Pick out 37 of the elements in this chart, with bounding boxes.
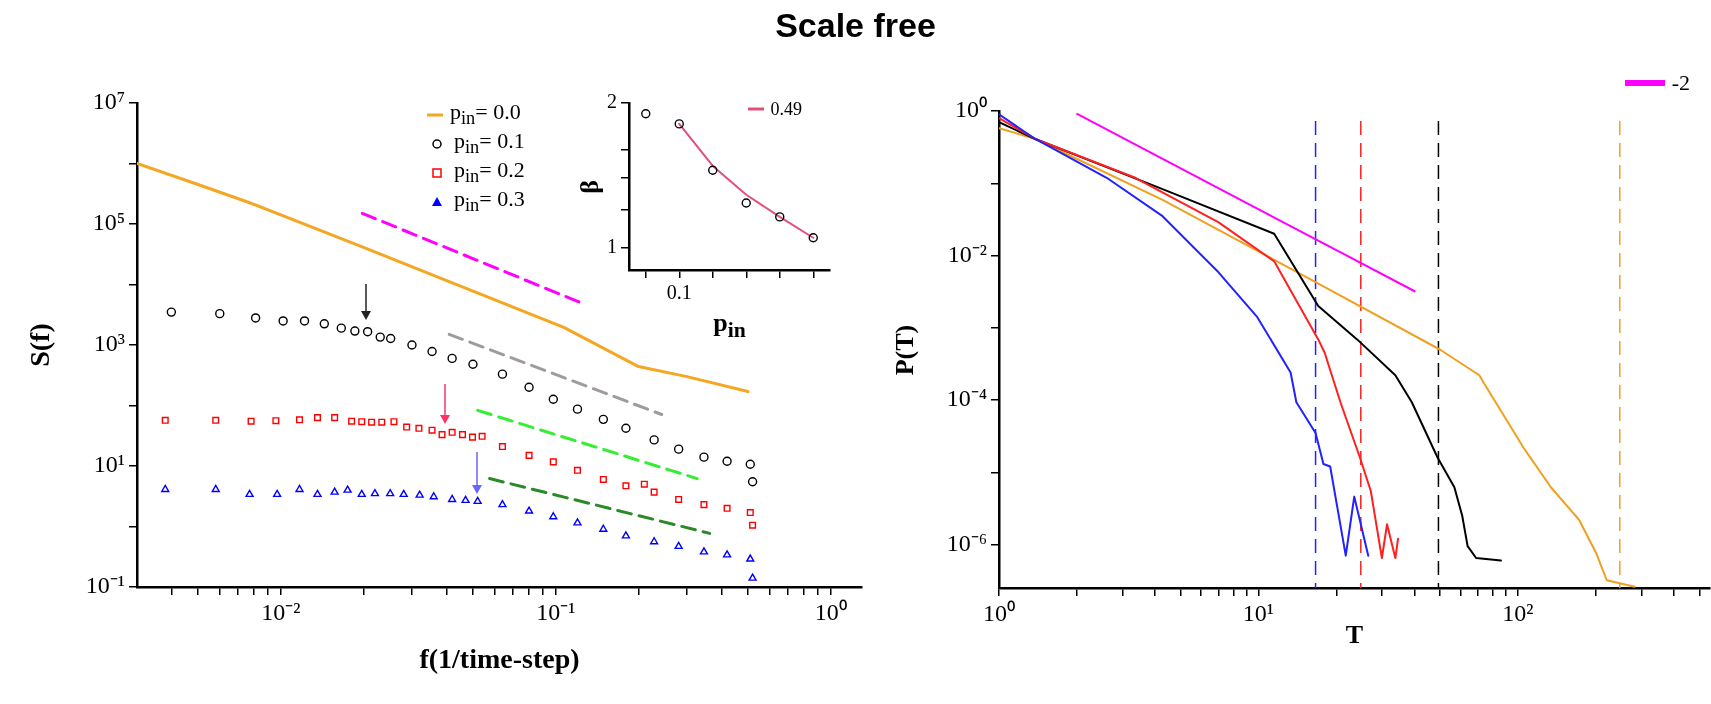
legend-label: p$_{in}$= 0.3 <box>454 186 525 216</box>
point <box>674 119 684 129</box>
y-tick-label: 10⁻⁴ <box>946 385 987 412</box>
y-tick-label: 10¹ <box>93 451 125 478</box>
x-axis-title: p$_{in}$ <box>713 308 746 343</box>
x-tick-label: 10¹ <box>1242 599 1275 626</box>
x-axis-title: T <box>1345 620 1364 649</box>
y-tick-label: 10⁷ <box>92 88 125 115</box>
legend-label: p$_{in}$= 0.1 <box>454 128 525 158</box>
y-tick-label: 10³ <box>93 330 125 357</box>
y-tick-label: 10⁻⁶ <box>946 529 987 556</box>
y-tick-label: 2 <box>607 90 617 113</box>
x-tick-label: 10⁻¹ <box>536 598 576 625</box>
y-tick-label: 10⁰ <box>955 96 987 123</box>
point <box>775 212 785 222</box>
x-tick-label: 10⁰ <box>814 598 847 625</box>
point <box>641 109 651 119</box>
y-axis-title: β <box>575 179 604 194</box>
y-axis-title: S(f) <box>24 323 55 367</box>
x-axis-title: f(1/time-step) <box>419 643 580 674</box>
x-tick-label: 0.1 <box>666 281 692 304</box>
x-tick-label: 10⁰ <box>983 599 1015 626</box>
y-tick-label: 10⁵ <box>92 209 125 236</box>
legend-label: p$_{in}$= 0.0 <box>450 99 521 129</box>
chart-title: Scale free <box>774 6 937 45</box>
y-axis-title: P(T) <box>890 324 919 375</box>
y-tick-label: 10⁻² <box>947 240 987 267</box>
y-tick-label: 10⁻¹ <box>85 572 125 599</box>
point <box>808 233 818 243</box>
legend-label: p$_{in}$= 0.2 <box>454 157 525 187</box>
legend-label: 0.49 <box>770 98 802 119</box>
point <box>708 165 718 175</box>
x-tick-label: 10² <box>1502 599 1534 626</box>
x-tick-label: 10⁻² <box>261 598 301 625</box>
point <box>741 198 751 208</box>
legend-label: -2 <box>1671 69 1690 95</box>
y-tick-label: 1 <box>607 235 617 258</box>
